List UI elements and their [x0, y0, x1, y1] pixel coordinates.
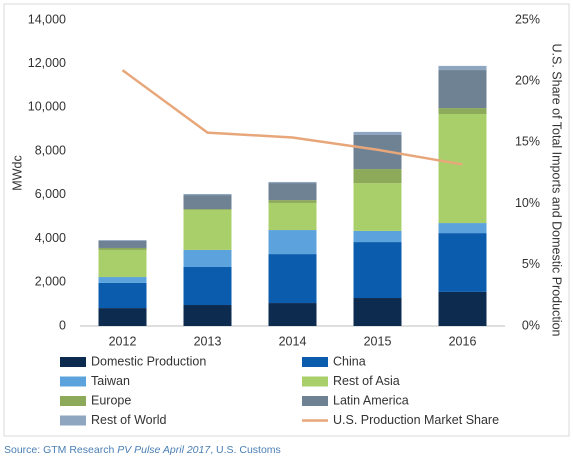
y-tick-label: 6,000: [35, 187, 66, 201]
bar-segment: [183, 195, 232, 210]
bar-segment: [268, 254, 317, 304]
y-tick-label: 10,000: [28, 100, 66, 114]
legend-swatch: [302, 396, 328, 406]
bar-segment: [438, 291, 487, 326]
bar-segment: [353, 169, 402, 184]
bar-segment: [438, 113, 487, 224]
legend-swatch: [302, 357, 328, 367]
chart-frame: [3, 3, 570, 437]
bar-segment: [353, 131, 402, 135]
legend-label: Rest of World: [91, 413, 167, 427]
bar-segment: [438, 65, 487, 71]
x-tick-label: 2016: [449, 334, 477, 348]
y-tick-label: 2,000: [35, 275, 66, 289]
bar-segment: [353, 183, 402, 231]
y2-tick-label: 15%: [515, 135, 540, 149]
bar-segment: [98, 249, 147, 278]
y-tick-label: 8,000: [35, 143, 66, 157]
bar-segment: [268, 303, 317, 326]
bar-segment: [438, 70, 487, 109]
source-text: , U.S. Customs: [210, 444, 281, 456]
source-text: Source: GTM Research: [4, 444, 117, 456]
source-text: PV Pulse April 2017: [117, 444, 211, 456]
bar-segment: [98, 247, 147, 250]
x-tick-label: 2012: [109, 334, 137, 348]
line: [121, 69, 463, 166]
legend-label: Rest of Asia: [333, 374, 400, 388]
legend-label: Europe: [91, 393, 131, 407]
y2-tick-label: 0%: [522, 318, 540, 332]
bar-segment: [268, 200, 317, 203]
legend-swatch: [60, 376, 86, 387]
bar-segment: [438, 223, 487, 234]
y2-tick-label: 20%: [515, 73, 540, 87]
bar-segment: [98, 240, 147, 241]
legend-swatch: [60, 415, 86, 426]
x-tick-label: 2014: [279, 334, 307, 348]
legend-swatch: [60, 396, 86, 406]
bar-segment: [183, 209, 232, 250]
legend-label: U.S. Production Market Share: [333, 413, 499, 427]
bar-segment: [268, 181, 317, 184]
bar-segment: [353, 298, 402, 326]
y-tick-label: 4,000: [35, 231, 66, 245]
legend-label: Latin America: [333, 393, 409, 407]
bar-segment: [98, 282, 147, 309]
y-axis-title: MWdc: [10, 155, 24, 190]
legend-swatch: [302, 376, 328, 387]
bar-segment: [268, 230, 317, 255]
bar-segment: [268, 202, 317, 231]
bar-segment: [353, 242, 402, 299]
x-tick-label: 2015: [364, 334, 392, 348]
bar-segment: [98, 308, 147, 326]
bar-segment: [438, 233, 487, 292]
y2-tick-label: 5%: [522, 257, 540, 271]
y2-tick-label: 10%: [515, 196, 540, 210]
bar-segment: [98, 240, 147, 248]
source: Source: GTM Research PV Pulse April 2017…: [4, 444, 281, 456]
bar-segment: [353, 230, 402, 243]
bar-segment: [438, 108, 487, 114]
bar-segment: [183, 305, 232, 326]
bar-segment: [183, 249, 232, 267]
bar-segment: [98, 277, 147, 283]
y-tick-label: 0: [59, 318, 66, 332]
legend-swatch: [60, 357, 86, 367]
bar-segment: [268, 183, 317, 201]
legend-label: Domestic Production: [91, 354, 206, 368]
bar-segment: [183, 193, 232, 196]
legend-label: Taiwan: [91, 374, 130, 388]
y-tick-label: 12,000: [28, 56, 66, 70]
y-tick-label: 14,000: [28, 12, 66, 26]
legend-label: China: [333, 354, 366, 368]
bar-segment: [183, 266, 232, 306]
x-tick-label: 2013: [194, 334, 222, 348]
y2-tick-label: 25%: [515, 12, 540, 26]
bar-segment: [183, 209, 232, 210]
y2-axis-title: U.S. Share of Total Imports and Domestic…: [550, 44, 564, 337]
